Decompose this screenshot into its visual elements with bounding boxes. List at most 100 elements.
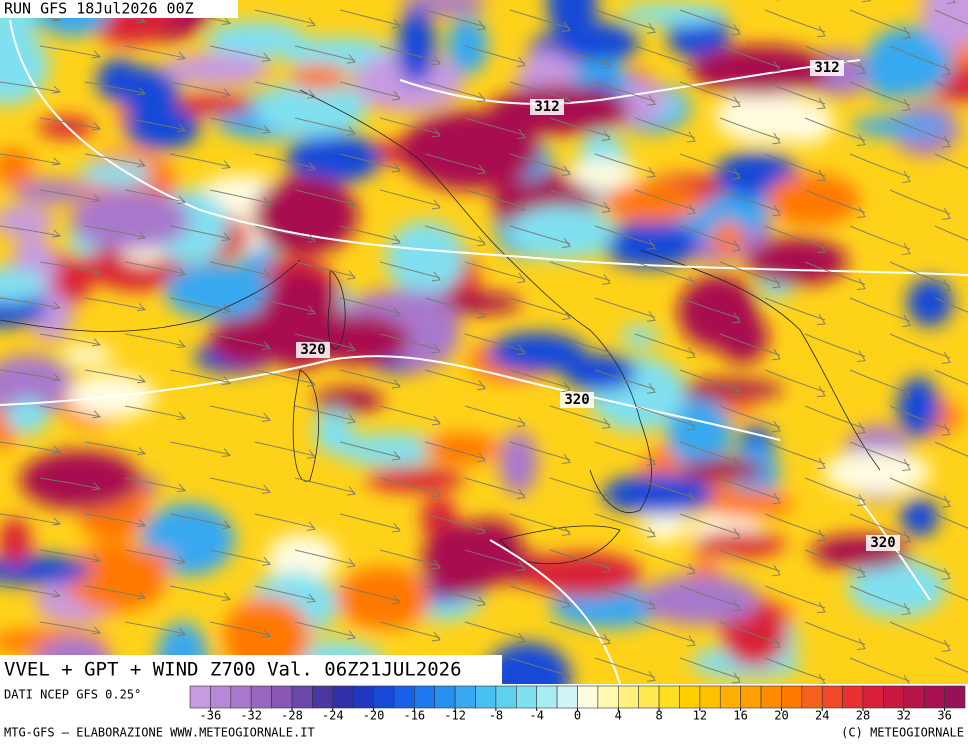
streamline xyxy=(424,225,486,244)
streamline xyxy=(254,225,316,241)
streamline xyxy=(424,513,486,532)
streamline-arrow xyxy=(91,266,102,275)
streamline xyxy=(804,261,866,285)
colorbar-swatch xyxy=(944,685,966,709)
streamline-arrow xyxy=(771,564,781,577)
streamline-arrow xyxy=(816,97,826,110)
colorbar-tick-label: -28 xyxy=(281,709,303,723)
streamline-arrow xyxy=(856,350,866,363)
streamline xyxy=(339,441,401,458)
streamline xyxy=(549,45,611,66)
streamline xyxy=(379,45,441,63)
colorbar-swatch xyxy=(495,685,517,709)
streamline xyxy=(169,81,231,96)
streamline xyxy=(764,513,826,537)
streamline xyxy=(209,477,271,492)
streamline-arrow xyxy=(601,562,611,573)
streamline-arrow xyxy=(646,598,656,610)
colorbar-swatch xyxy=(189,685,211,709)
streamline-arrow xyxy=(136,230,147,240)
streamline xyxy=(424,369,486,388)
streamline xyxy=(254,9,316,25)
vvel-blob xyxy=(5,398,49,435)
streamline xyxy=(124,333,186,347)
vvel-blob xyxy=(900,497,940,537)
vvel-blob xyxy=(446,16,489,75)
streamline-arrow xyxy=(731,528,741,540)
streamline-arrow xyxy=(91,338,102,347)
streamline-arrow xyxy=(901,26,911,40)
streamline xyxy=(84,297,146,310)
streamline xyxy=(594,657,656,678)
contour-label: 312 xyxy=(814,60,839,76)
vvel-blob xyxy=(714,89,817,144)
map: 312 312 320 320 320 xyxy=(0,0,968,708)
streamline xyxy=(0,81,61,93)
vvel-blob xyxy=(20,450,140,510)
vvel-blob xyxy=(746,237,848,286)
streamline-arrow xyxy=(516,272,526,284)
streamline-arrow xyxy=(771,60,781,73)
vvel-blob xyxy=(848,559,946,618)
streamline xyxy=(464,477,526,496)
streamline-arrow xyxy=(476,308,486,319)
streamline xyxy=(169,585,231,600)
contour-label: 320 xyxy=(300,342,325,358)
colorbar: -36 -32 -28 -24 -20 -16 -12 -8 -4 0 4 8 12 16 20 24 28 32… xyxy=(189,685,966,723)
streamline-arrow xyxy=(561,381,571,393)
vvel-blob xyxy=(766,173,860,227)
streamline-arrow xyxy=(771,276,781,289)
vvel-blob xyxy=(865,26,953,97)
streamline xyxy=(39,261,101,274)
streamline xyxy=(464,45,526,64)
streamline-arrow xyxy=(91,122,102,131)
streamline xyxy=(124,405,186,419)
streamline xyxy=(509,369,571,389)
streamline-arrow xyxy=(221,16,231,26)
streamline xyxy=(339,297,401,314)
streamline-arrow xyxy=(346,630,356,640)
streamline-arrow xyxy=(856,422,866,435)
streamline xyxy=(39,333,101,346)
colorbar-swatch xyxy=(760,685,782,709)
streamline xyxy=(209,333,271,348)
streamline-arrow xyxy=(261,196,271,206)
streamline xyxy=(549,405,611,426)
streamline xyxy=(254,585,316,601)
streamline xyxy=(804,621,866,645)
streamline xyxy=(634,333,696,355)
vvel-blob xyxy=(701,489,794,518)
streamline-arrow xyxy=(391,378,401,389)
streamline-arrow xyxy=(51,373,62,382)
streamline xyxy=(719,261,781,284)
vvel-blob xyxy=(640,575,760,625)
vvel-blob xyxy=(336,566,432,630)
streamline xyxy=(424,153,486,172)
streamline-arrow xyxy=(177,700,185,708)
colorbar-tick-label: 12 xyxy=(693,709,707,723)
contour-label: 312 xyxy=(534,99,559,115)
streamline-arrow xyxy=(51,445,62,454)
streamline-arrow xyxy=(901,530,911,544)
vvel-blob xyxy=(666,398,733,469)
streamline xyxy=(39,117,101,130)
colorbar-tick-label: -20 xyxy=(363,709,385,723)
streamline xyxy=(379,405,441,423)
streamline-arrow xyxy=(176,123,187,133)
colorbar-swatch xyxy=(352,685,374,709)
streamline xyxy=(254,153,316,169)
streamline-arrow xyxy=(221,160,231,170)
streamline-arrow xyxy=(516,632,526,644)
streamline xyxy=(424,297,486,316)
streamline-arrow xyxy=(476,524,486,535)
vvel-blob xyxy=(499,430,538,495)
run-label: RUN GFS 18Jul2026 00Z xyxy=(4,0,194,18)
streamline-arrow xyxy=(941,639,951,652)
colorbar-swatch xyxy=(597,685,619,709)
streamline-arrow xyxy=(431,271,441,282)
streamline-arrow xyxy=(346,126,356,136)
streamline-arrow xyxy=(816,601,826,614)
streamline-arrow xyxy=(818,673,826,684)
streamline-arrow xyxy=(941,279,951,292)
